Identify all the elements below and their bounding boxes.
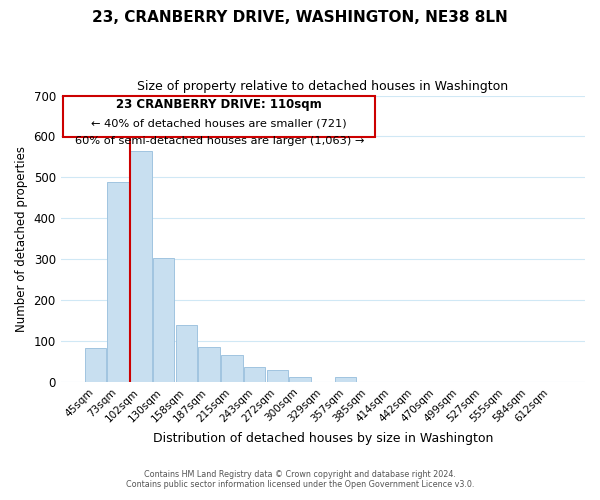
- Bar: [130, 151, 152, 382]
- Y-axis label: Number of detached properties: Number of detached properties: [15, 146, 28, 332]
- X-axis label: Distribution of detached houses by size in Washington: Distribution of detached houses by size …: [152, 432, 493, 445]
- Bar: [335, 378, 356, 382]
- Bar: [266, 370, 288, 382]
- Bar: [85, 348, 106, 382]
- Bar: [198, 347, 220, 382]
- Text: 23 CRANBERRY DRIVE: 110sqm: 23 CRANBERRY DRIVE: 110sqm: [116, 98, 322, 111]
- Bar: [244, 367, 265, 382]
- Bar: [153, 258, 175, 382]
- Text: Contains HM Land Registry data © Crown copyright and database right 2024.: Contains HM Land Registry data © Crown c…: [144, 470, 456, 479]
- Bar: [221, 356, 242, 382]
- Title: Size of property relative to detached houses in Washington: Size of property relative to detached ho…: [137, 80, 508, 93]
- Bar: [176, 324, 197, 382]
- Bar: [107, 182, 129, 382]
- Text: ← 40% of detached houses are smaller (721): ← 40% of detached houses are smaller (72…: [91, 118, 347, 128]
- Text: 23, CRANBERRY DRIVE, WASHINGTON, NE38 8LN: 23, CRANBERRY DRIVE, WASHINGTON, NE38 8L…: [92, 10, 508, 25]
- Bar: [289, 377, 311, 382]
- Text: 60% of semi-detached houses are larger (1,063) →: 60% of semi-detached houses are larger (…: [74, 136, 364, 145]
- Text: Contains public sector information licensed under the Open Government Licence v3: Contains public sector information licen…: [126, 480, 474, 489]
